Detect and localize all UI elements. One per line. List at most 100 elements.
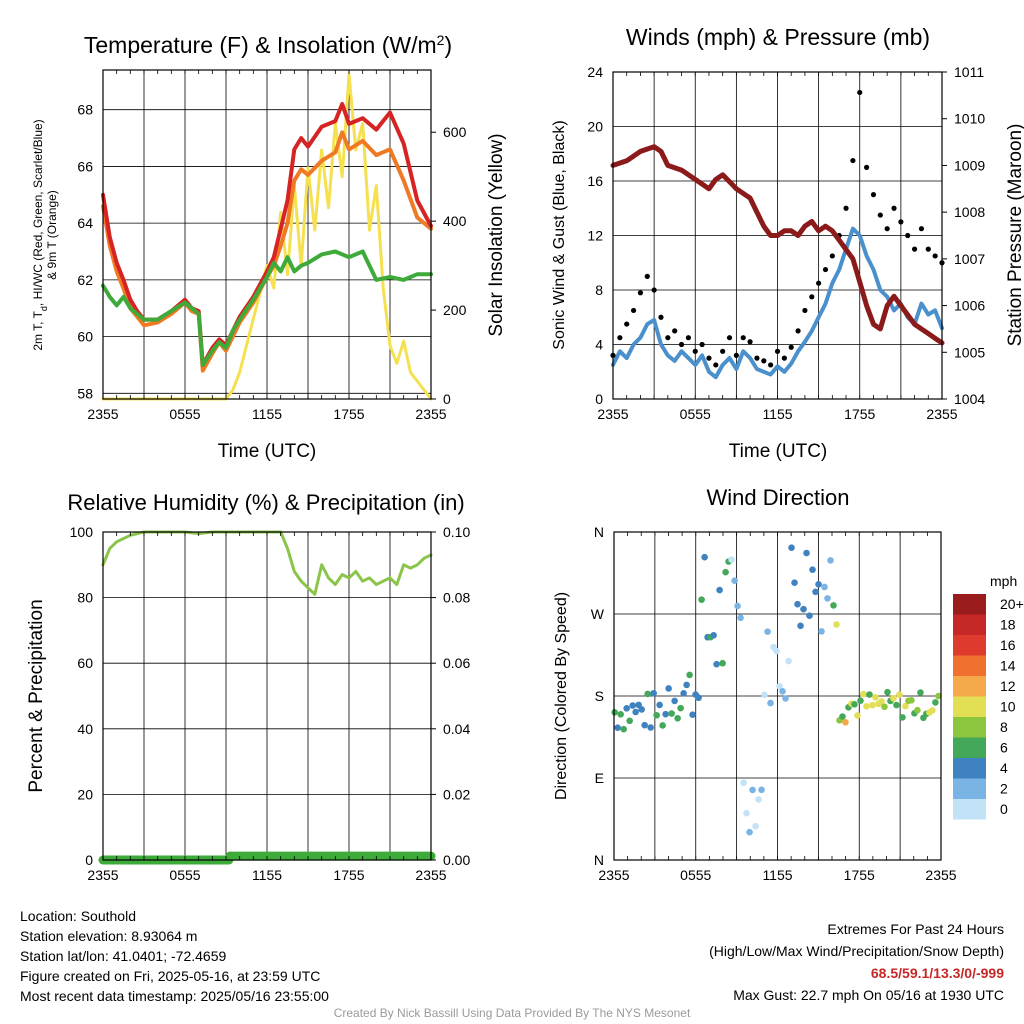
humidity-y2tick-label: 0.08 <box>443 590 470 606</box>
direction-point <box>629 702 636 709</box>
gust-point <box>768 362 774 368</box>
direction-point <box>617 710 624 718</box>
winds-ytick-label: 0 <box>595 391 603 407</box>
direction-point <box>632 708 639 716</box>
direction-point <box>779 687 786 695</box>
direction-point <box>899 714 906 721</box>
humidity-xtick-label: 1155 <box>252 867 282 883</box>
solar-line <box>101 72 433 401</box>
gust-point <box>706 355 712 361</box>
winds-xtick-label: 2355 <box>597 406 628 422</box>
direction-point <box>878 698 885 705</box>
direction-point <box>815 581 822 588</box>
humidity-y2tick-label: 0.04 <box>443 721 470 737</box>
gust-point <box>733 352 739 358</box>
gust-point <box>925 246 931 252</box>
humidity-panel: Relative Humidity (%) & Precipitation (i… <box>26 490 470 883</box>
direction-point <box>671 697 678 705</box>
direction-point <box>689 711 696 718</box>
direction-point <box>686 671 693 679</box>
direction-point <box>824 595 831 602</box>
direction-point <box>740 779 747 786</box>
gust-point <box>905 232 911 239</box>
extremes-subtitle: (High/Low/Max Wind/Precipitation/Snow De… <box>709 943 1004 959</box>
legend-swatch <box>953 717 986 738</box>
gust-point <box>884 226 890 232</box>
location-text: Location: Southold <box>20 908 136 924</box>
gust-point <box>898 219 904 225</box>
humidity-gridlines <box>103 532 431 860</box>
temperature-ytick-label: 68 <box>77 102 93 118</box>
gust-point <box>857 89 863 96</box>
temperature-panel: Temperature (F) & Insolation (W/m2) 2355… <box>31 32 507 462</box>
direction-point <box>872 693 879 701</box>
direction-ytick-label: E <box>595 770 604 786</box>
direction-xtick-label: 1755 <box>844 867 875 883</box>
humidity-y2tick-label: 0.10 <box>443 524 470 540</box>
direction-point <box>653 711 660 719</box>
winds-y2tick-label: 1005 <box>954 344 985 360</box>
temperature-ytick-label: 58 <box>77 385 93 401</box>
direction-ytick-label: N <box>594 524 604 540</box>
gust-point <box>699 341 705 348</box>
gust-point <box>637 290 644 296</box>
direction-point <box>668 710 675 717</box>
gust-point <box>651 287 657 293</box>
gust-point <box>891 205 897 211</box>
direction-point <box>680 690 687 697</box>
gust-point <box>829 253 835 259</box>
direction-point <box>833 621 840 628</box>
gust-point <box>809 294 815 300</box>
extremes-block: Extremes For Past 24 Hours (High/Low/Max… <box>709 918 1004 1006</box>
legend-swatch <box>953 676 986 697</box>
legend-swatch <box>953 655 986 676</box>
direction-point <box>674 714 681 722</box>
direction-point <box>854 712 861 719</box>
temperature-ytick-label: 62 <box>77 272 93 288</box>
temperature-gridlines <box>103 70 431 399</box>
gust-point <box>672 328 678 334</box>
gust-point <box>788 344 794 350</box>
direction-point <box>710 631 717 639</box>
direction-point <box>683 681 690 689</box>
direction-point <box>812 588 819 596</box>
gust-point <box>630 307 637 314</box>
gust-point <box>726 335 733 341</box>
winds-ytick-label: 12 <box>587 228 603 244</box>
winds-xtick-label: 0555 <box>680 406 711 422</box>
max-gust-text: Max Gust: 22.7 mph On 05/16 at 1930 UTC <box>733 987 1004 1003</box>
temperature-series <box>101 72 433 401</box>
direction-point <box>818 628 825 635</box>
direction-point <box>827 557 834 564</box>
direction-point <box>866 691 873 698</box>
direction-point <box>773 647 780 655</box>
direction-point <box>620 725 627 733</box>
temperature-xlabel: Time (UTC) <box>218 441 317 462</box>
legend-swatch <box>953 758 986 779</box>
direction-point <box>716 586 723 594</box>
credit-line: Created By Nick Bassill Using Data Provi… <box>333 1006 691 1020</box>
direction-point <box>800 605 807 613</box>
direction-xtick-label: 0555 <box>680 867 711 883</box>
gust-point <box>843 205 849 211</box>
gust-point <box>685 335 691 341</box>
legend-label: 12 <box>1000 678 1016 694</box>
winds-ytick-label: 16 <box>587 173 603 189</box>
direction-point <box>650 689 657 697</box>
legend-label: 8 <box>1000 719 1008 735</box>
winds-y2tick-label: 1011 <box>954 64 984 80</box>
speed-legend: mph 20+ 18 16 14 12 10 8 6 4 2 0 <box>953 573 1024 820</box>
direction-point <box>698 596 705 603</box>
winds-axes: 2355 0555 1155 1755 235504812162024100410051… <box>587 64 985 422</box>
temperature-xtick-label: 0555 <box>169 406 200 422</box>
gust-point <box>658 314 664 320</box>
legend-swatch <box>953 778 986 799</box>
direction-point <box>908 696 915 704</box>
gust-point <box>720 348 726 354</box>
direction-point <box>857 697 864 704</box>
direction-point <box>644 690 651 698</box>
extremes-values: 68.5/59.1/13.3/0/-999 <box>870 965 1004 981</box>
direction-point <box>782 695 789 702</box>
direction-point <box>776 682 783 690</box>
winds-series <box>610 89 945 380</box>
